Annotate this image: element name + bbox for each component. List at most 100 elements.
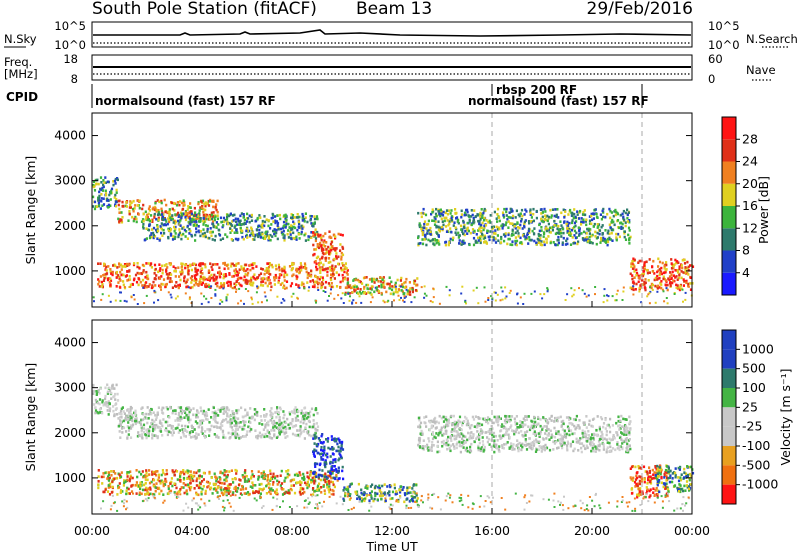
data-cell [284, 271, 287, 274]
data-cell [310, 269, 313, 273]
data-cell [222, 262, 225, 265]
data-cell [260, 267, 263, 270]
data-cell [434, 239, 437, 242]
data-cell [561, 241, 564, 244]
data-cell [211, 492, 214, 495]
data-cell [444, 240, 448, 244]
data-cell [177, 431, 180, 434]
data-cell [160, 282, 163, 286]
data-cell [128, 275, 131, 278]
data-cell [641, 272, 644, 276]
data-cell [194, 267, 197, 270]
nsky-label: N.Sky [4, 32, 37, 46]
ground-scatter-cell [615, 293, 618, 296]
data-cell [290, 224, 293, 227]
data-cell [309, 218, 312, 222]
data-cell [315, 435, 318, 439]
data-cell [527, 227, 531, 231]
data-cell [230, 419, 233, 422]
data-cell [450, 218, 454, 222]
data-cell [126, 270, 129, 273]
data-cell [572, 216, 575, 219]
data-cell [608, 223, 611, 227]
data-cell [122, 410, 125, 413]
data-cell [113, 179, 117, 183]
ground-scatter-cell [303, 287, 306, 290]
data-cell [223, 267, 226, 271]
data-cell [237, 217, 240, 221]
data-cell [477, 236, 480, 240]
data-cell [204, 265, 207, 269]
data-cell [164, 477, 167, 481]
data-cell [323, 463, 326, 466]
data-cell [153, 214, 156, 218]
data-cell [107, 484, 110, 487]
data-cell [539, 237, 542, 240]
ground-scatter-cell [397, 294, 400, 297]
data-cell [233, 264, 236, 267]
data-cell [117, 281, 120, 284]
data-cell [555, 224, 558, 227]
data-cell [326, 440, 329, 443]
data-cell [660, 266, 663, 270]
data-cell [213, 414, 216, 418]
data-cell [127, 471, 131, 474]
data-cell [202, 213, 205, 217]
data-cell [332, 483, 335, 487]
data-cell [314, 427, 317, 431]
data-cell [177, 219, 180, 223]
data-cell [446, 219, 449, 222]
data-cell [157, 476, 160, 479]
data-cell [237, 417, 240, 420]
data-cell [105, 269, 108, 272]
data-cell [274, 234, 277, 238]
data-cell [654, 276, 657, 280]
data-cell [132, 263, 136, 267]
data-cell [438, 243, 441, 246]
data-cell [132, 199, 135, 203]
data-cell [266, 277, 269, 280]
data-cell [125, 430, 128, 433]
data-cell [477, 229, 480, 232]
data-cell [157, 270, 160, 274]
data-cell [429, 239, 432, 243]
ground-scatter-cell [448, 294, 451, 297]
data-cell [279, 484, 282, 487]
data-cell [129, 412, 132, 416]
data-cell [237, 408, 240, 412]
data-cell [125, 489, 128, 493]
data-cell [542, 235, 545, 238]
data-cell [533, 239, 536, 243]
data-cell [345, 271, 348, 275]
data-cell [393, 285, 396, 289]
data-cell [173, 473, 176, 477]
data-cell [96, 410, 99, 414]
data-cell [109, 277, 112, 281]
data-cell [191, 435, 194, 439]
data-cell [198, 209, 201, 212]
data-cell [157, 209, 160, 212]
data-cell [250, 213, 253, 217]
data-cell [621, 226, 624, 230]
data-cell [394, 492, 397, 496]
data-cell [159, 430, 163, 433]
data-cell [189, 418, 192, 422]
data-cell [257, 476, 260, 479]
data-cell [264, 220, 267, 224]
data-cell [302, 475, 306, 479]
data-cell [145, 285, 148, 289]
data-cell [343, 270, 346, 274]
data-cell [269, 488, 272, 491]
data-cell [411, 487, 414, 490]
data-cell [101, 204, 104, 207]
power-cbar-label: Power [dB] [756, 176, 771, 244]
ground-scatter-cell [387, 299, 390, 302]
data-cell [423, 234, 427, 237]
data-cell [312, 231, 315, 234]
data-cell [244, 408, 247, 412]
data-cell [114, 203, 117, 206]
data-cell [208, 472, 211, 475]
data-cell [97, 278, 100, 281]
data-cell [351, 286, 354, 289]
data-cell [131, 483, 135, 487]
